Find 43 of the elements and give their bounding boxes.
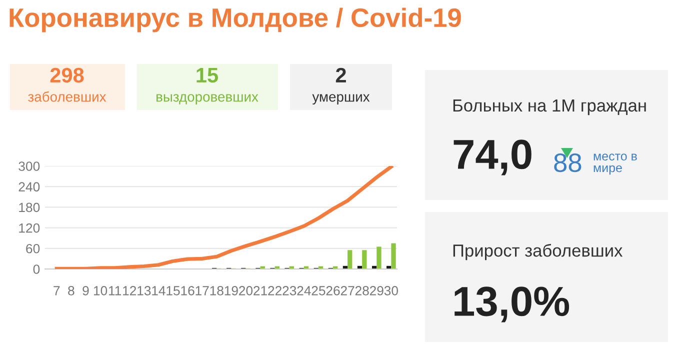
text: 2 — [336, 68, 346, 82]
text: 88 — [554, 153, 582, 172]
x-tick-label: 19 — [224, 286, 238, 296]
x-tick-label: 30 — [384, 286, 398, 296]
x-tick-label: 26 — [326, 286, 340, 296]
text: место в мире — [594, 154, 637, 175]
x-tick-label: 7 — [54, 286, 60, 296]
x-tick-label: 14 — [152, 286, 166, 296]
x-tick-label: 16 — [181, 286, 194, 296]
x-tick-label: 20 — [239, 286, 253, 296]
x-tick-label: 15 — [166, 286, 180, 296]
y-tick-label: 240 — [18, 182, 40, 192]
text: Прирост заболевших — [453, 244, 623, 260]
x-tick-label: 17 — [196, 286, 209, 296]
text: заболевших — [28, 91, 106, 102]
y-tick-label: 0 — [33, 264, 40, 274]
x-tick-label: 8 — [68, 286, 74, 296]
text: 13,0% — [454, 286, 570, 322]
x-tick-label: 28 — [355, 286, 369, 296]
x-tick-label: 13 — [138, 286, 151, 296]
x-tick-label: 10 — [94, 286, 108, 296]
x-tick-label: 27 — [340, 286, 354, 296]
x-tick-label: 22 — [268, 286, 282, 296]
chart-title: Коронавирус в Молдове / Covid-19 — [10, 8, 461, 32]
text: 74,0 — [454, 140, 532, 176]
y-tick-label: 180 — [19, 202, 40, 212]
y-tick-label: 60 — [26, 244, 40, 254]
text: 15 — [196, 68, 218, 83]
y-tick-label: 120 — [19, 223, 40, 233]
x-tick-label: 12 — [123, 286, 136, 296]
x-tick-label: 29 — [370, 286, 384, 296]
y-tick-label: 300 — [18, 162, 40, 171]
text: 298 — [50, 68, 84, 83]
x-tick-label: 24 — [297, 286, 311, 296]
x-tick-label: 21 — [254, 286, 267, 296]
text: Больных на 1М граждан — [453, 100, 646, 116]
text: умерших — [312, 94, 370, 104]
x-tick-label: 11 — [108, 286, 122, 296]
x-tick-label: 25 — [312, 286, 326, 296]
x-tick-label: 23 — [282, 286, 296, 296]
x-tick-label: 18 — [210, 286, 224, 296]
text: выздоровевших — [156, 94, 258, 104]
x-tick-label: 9 — [82, 286, 89, 296]
